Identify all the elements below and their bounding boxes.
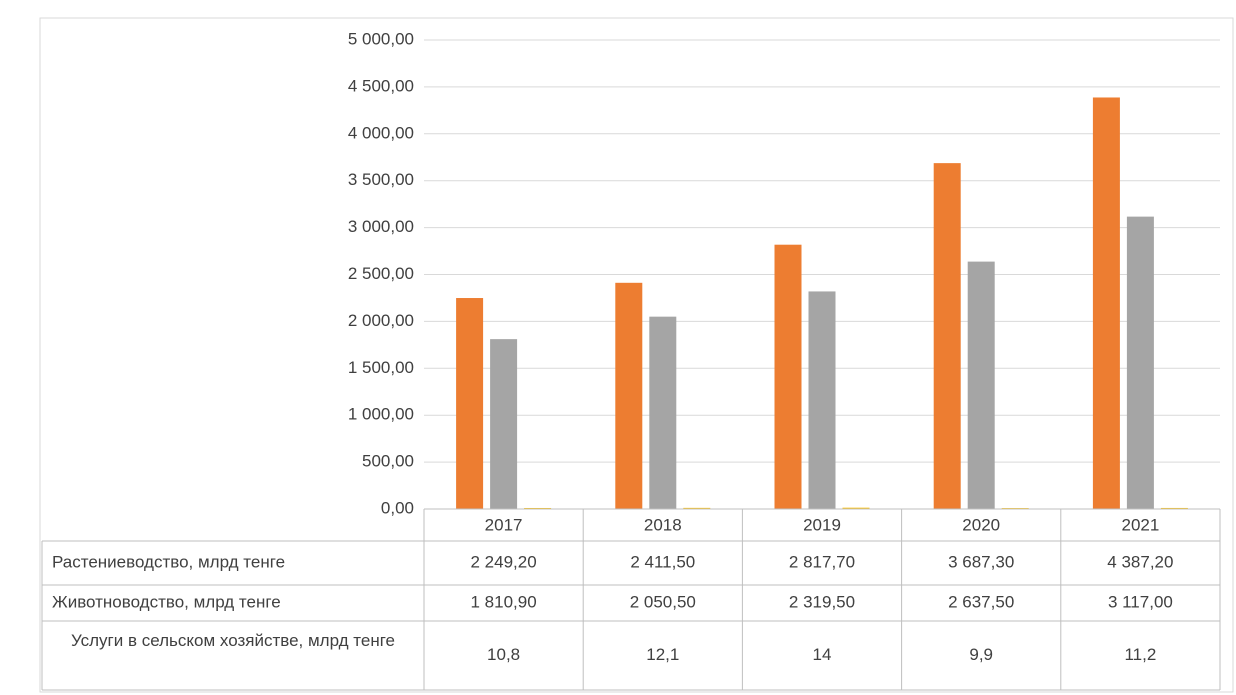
y-tick-label: 1 500,00 — [348, 358, 414, 377]
table-value: 2 050,50 — [630, 592, 696, 611]
x-tick-label: 2020 — [962, 515, 1000, 534]
x-tick-label: 2019 — [803, 515, 841, 534]
table-value: 10,8 — [487, 645, 520, 664]
series-name-box: Услуги в сельском хозяйстве, млрд тенге — [70, 631, 396, 650]
x-tick-label: 2018 — [644, 515, 682, 534]
table-value: 2 249,20 — [471, 552, 537, 571]
table-value: 12,1 — [646, 645, 679, 664]
y-tick-label: 0,00 — [381, 498, 414, 517]
y-tick-label: 4 000,00 — [348, 123, 414, 142]
bar — [808, 291, 836, 509]
y-tick-label: 3 500,00 — [348, 170, 414, 189]
table-value: 1 810,90 — [471, 592, 537, 611]
y-tick-label: 5 000,00 — [348, 29, 414, 48]
x-tick-label: 2017 — [485, 515, 523, 534]
series-name: Растениеводство, млрд тенге — [52, 552, 285, 571]
bar — [490, 339, 518, 509]
x-tick-label: 2021 — [1121, 515, 1159, 534]
bar — [649, 316, 677, 509]
y-tick-label: 1 000,00 — [348, 405, 414, 424]
bar — [683, 507, 711, 509]
series-name: Животноводство, млрд тенге — [52, 592, 281, 611]
table-value: 3 687,30 — [948, 552, 1014, 571]
table-value: 9,9 — [969, 645, 993, 664]
bar — [933, 163, 961, 509]
bar — [1126, 216, 1154, 509]
bar — [456, 298, 484, 509]
series-name: Услуги в сельском хозяйстве, млрд тенге — [70, 631, 396, 650]
table-value: 14 — [813, 645, 832, 664]
bar — [1160, 507, 1188, 509]
y-tick-label: 3 000,00 — [348, 217, 414, 236]
bar — [615, 282, 643, 509]
bar — [1092, 97, 1120, 509]
table-value: 11,2 — [1124, 645, 1156, 664]
bar — [774, 244, 802, 509]
table-value: 2 411,50 — [630, 552, 695, 571]
y-tick-label: 4 500,00 — [348, 76, 414, 95]
table-value: 2 817,70 — [789, 552, 855, 571]
table-value: 3 117,00 — [1108, 592, 1173, 611]
table-value: 4 387,20 — [1107, 552, 1173, 571]
bar — [842, 507, 870, 509]
y-tick-label: 2 000,00 — [348, 311, 414, 330]
bar — [524, 507, 552, 509]
y-tick-label: 2 500,00 — [348, 264, 414, 283]
bar — [967, 261, 995, 509]
table-value: 2 319,50 — [789, 592, 855, 611]
table-value: 2 637,50 — [948, 592, 1014, 611]
y-tick-label: 500,00 — [362, 452, 414, 471]
